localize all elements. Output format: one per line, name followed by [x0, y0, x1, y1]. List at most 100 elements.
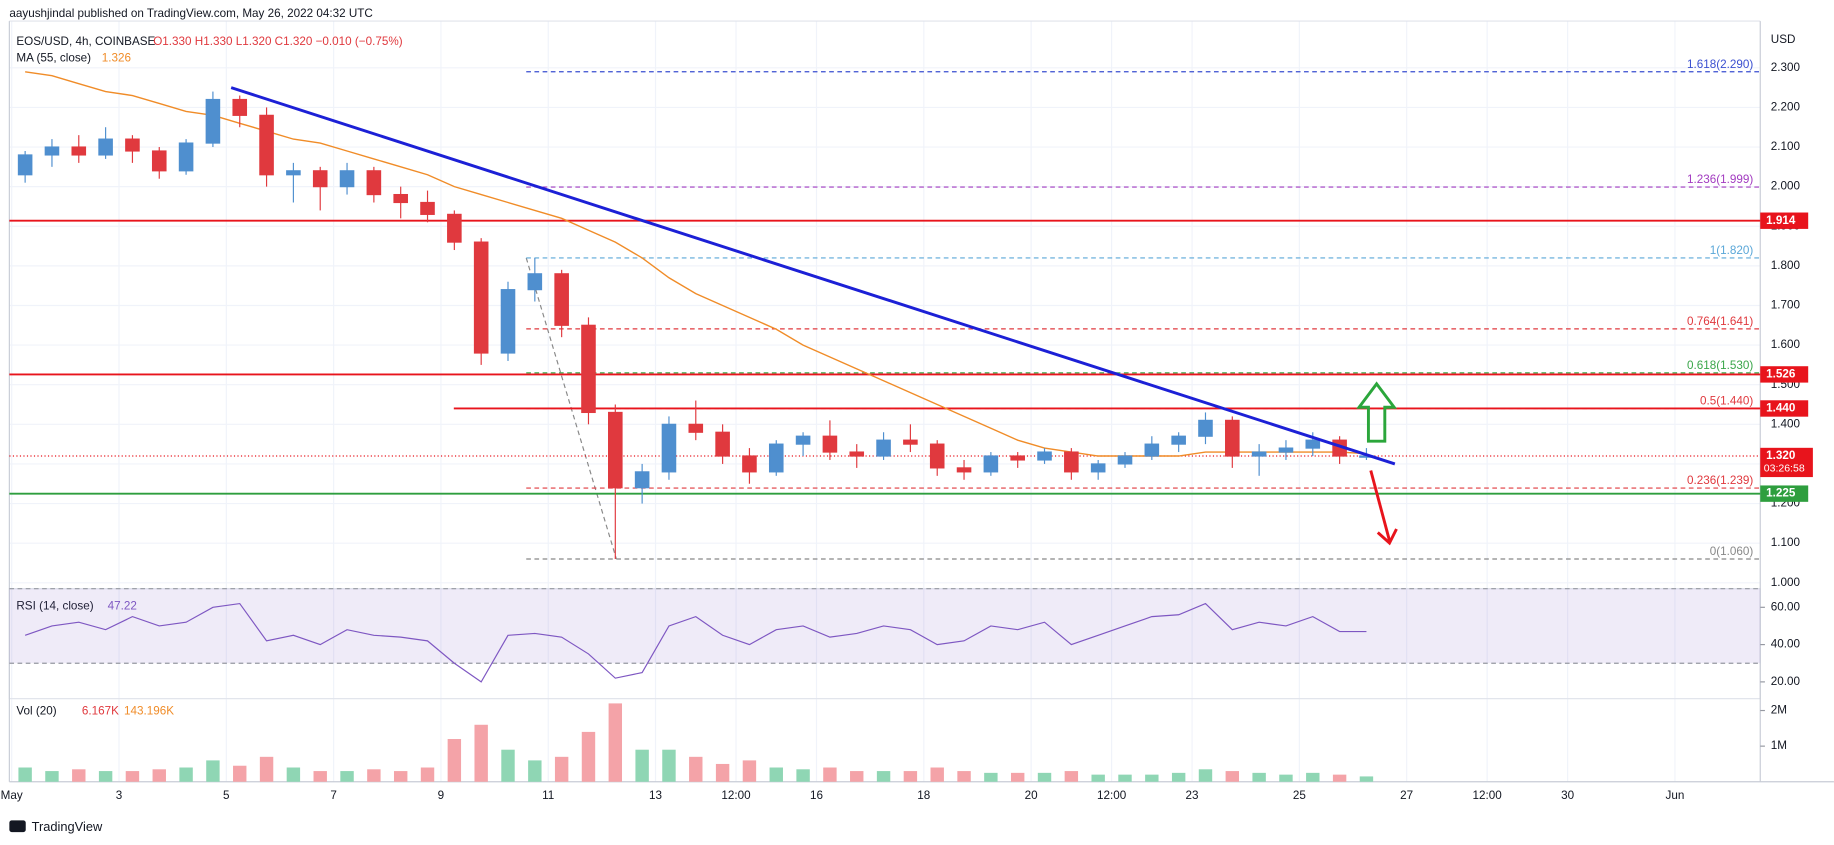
volume-bar — [72, 769, 86, 782]
volume-bar — [769, 767, 783, 782]
candle-body — [983, 455, 999, 473]
volume-bar — [179, 767, 193, 782]
y-tick-label: 1.700 — [1771, 299, 1801, 312]
x-tick-label: 30 — [1561, 789, 1574, 802]
candle-body — [178, 142, 194, 172]
volume-bar — [1279, 774, 1293, 782]
fib-label: 0(1.060) — [1710, 545, 1754, 558]
logo — [9, 820, 26, 833]
volume-bar — [474, 724, 488, 782]
x-tick-label: 27 — [1400, 789, 1413, 802]
candle-body — [98, 138, 113, 156]
volume-bar — [662, 749, 676, 782]
volume-bar — [1225, 771, 1240, 782]
x-tick-label: Jun — [1666, 789, 1685, 802]
candle-body — [71, 146, 87, 156]
volume-bar — [715, 763, 730, 782]
volume-bar — [501, 749, 515, 782]
y-tick-label: 1.000 — [1771, 576, 1801, 589]
candle-body — [1278, 447, 1294, 453]
volume-bar — [823, 767, 837, 782]
volume-bar — [259, 756, 274, 782]
volume-bar — [420, 767, 435, 782]
x-tick-label: 20 — [1025, 789, 1038, 802]
vol-tick-label: 1M — [1771, 739, 1787, 752]
volume-bar — [635, 749, 649, 782]
candle-body — [742, 455, 757, 473]
candle-body — [205, 98, 221, 144]
volume-bar — [581, 731, 596, 782]
level-box — [1760, 212, 1809, 229]
volume-bar — [1091, 774, 1105, 782]
candle-body — [1037, 451, 1052, 461]
volume-bar — [98, 771, 113, 782]
x-tick-label: 11 — [542, 789, 554, 802]
x-tick-label: 9 — [438, 789, 445, 802]
volume-bar — [1145, 774, 1159, 782]
volume-bar — [903, 771, 918, 782]
x-tick-label: 13 — [649, 789, 662, 802]
footer: TradingView — [32, 819, 103, 834]
candle-body — [1198, 419, 1213, 437]
x-tick-label: 3 — [116, 789, 123, 802]
candle-body — [822, 435, 838, 453]
y-tick-label: 2.200 — [1771, 101, 1801, 114]
candle-body — [956, 467, 972, 473]
y-tick-label: 1.400 — [1771, 417, 1801, 430]
level-label: 1.914 — [1766, 214, 1796, 227]
volume-bar — [367, 769, 381, 782]
y-tick-label: 1.100 — [1771, 536, 1801, 549]
rsi-tick-label: 60.00 — [1771, 600, 1801, 613]
up-arrow — [1356, 381, 1398, 443]
volume-bar — [152, 769, 166, 782]
fib-label: 1.618(2.290) — [1687, 58, 1753, 71]
current-box — [1760, 447, 1813, 478]
candle-body — [1144, 443, 1160, 457]
candle-body — [929, 443, 945, 469]
rsi-name: RSI (14, close) — [16, 599, 93, 612]
candle-body — [715, 431, 730, 457]
fib-label: 0.764(1.641) — [1687, 315, 1753, 328]
candle-body — [286, 170, 301, 176]
volume-bar — [554, 756, 569, 782]
candle-body — [420, 201, 435, 215]
volume-bar — [1118, 774, 1132, 782]
volume-bar — [233, 765, 247, 782]
rsi-tick-label: 20.00 — [1771, 675, 1801, 688]
x-tick-label: May — [1, 789, 23, 802]
volume-bar — [930, 767, 944, 782]
fib-label: 0.5(1.440) — [1700, 395, 1753, 408]
plot: 1.618(2.290) 1.236(1.999) 1(1.820) 0.764(1.… — [9, 58, 1761, 782]
volume-bar — [1306, 772, 1320, 782]
candle-body — [661, 423, 677, 473]
x-tick-label: 7 — [330, 789, 337, 802]
candle-body — [312, 170, 328, 188]
candle-body — [232, 98, 248, 116]
candle-body — [849, 451, 865, 457]
volume-bar — [1037, 772, 1052, 782]
x-tick-label: 25 — [1293, 789, 1306, 802]
volume-bar — [957, 771, 971, 782]
volume-bar — [1359, 776, 1374, 782]
candle-body — [527, 273, 543, 291]
fib-label: 0.618(1.530) — [1687, 359, 1753, 372]
x-tick-label: 18 — [917, 789, 930, 802]
level-box — [1760, 400, 1809, 417]
current-label: 1.320 — [1766, 449, 1796, 462]
volume-bar — [447, 739, 462, 782]
candle-body — [393, 193, 408, 204]
volume-bar — [742, 760, 757, 782]
level-box — [1760, 485, 1809, 502]
symbol: EOS/USD, 4h, COINBASE — [16, 35, 155, 48]
candle-body — [1064, 451, 1079, 473]
candle-body — [608, 411, 623, 489]
y-tick-label: 2.300 — [1771, 61, 1801, 74]
volume-bar — [608, 703, 623, 782]
x-tick-label: 5 — [223, 789, 230, 802]
candle-body — [554, 273, 569, 326]
candle-body — [447, 213, 462, 243]
candle-body — [903, 439, 918, 445]
